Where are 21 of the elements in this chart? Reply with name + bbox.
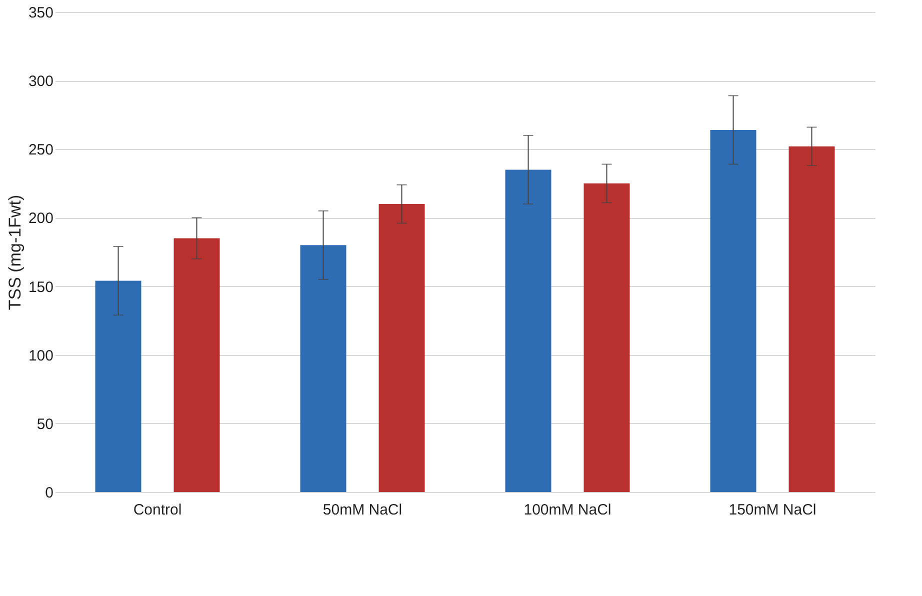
x-tick-label: 150mM NaCl — [728, 502, 816, 518]
y-axis-title: TSS (mg-1Fwt) — [5, 194, 24, 310]
bar — [174, 238, 220, 492]
bar — [788, 146, 835, 492]
y-tick-label: 0 — [45, 484, 54, 502]
y-tick-label: 350 — [28, 4, 54, 22]
bar — [710, 130, 756, 492]
y-tick-label: 200 — [28, 210, 54, 228]
bar — [378, 204, 425, 492]
x-tick-label: Control — [133, 502, 182, 518]
x-tick-label: 100mM NaCl — [524, 502, 612, 518]
y-tick-label: 300 — [28, 73, 54, 90]
y-tick-label: 250 — [28, 142, 54, 159]
y-tick-label: 50 — [36, 416, 54, 433]
bar — [95, 280, 142, 492]
bar — [584, 183, 630, 492]
bar — [300, 245, 346, 492]
y-tick-label: 150 — [28, 278, 54, 296]
x-tick-label: 50mM NaCl — [322, 502, 402, 518]
bar — [505, 170, 552, 492]
y-tick-label: 100 — [28, 347, 54, 364]
